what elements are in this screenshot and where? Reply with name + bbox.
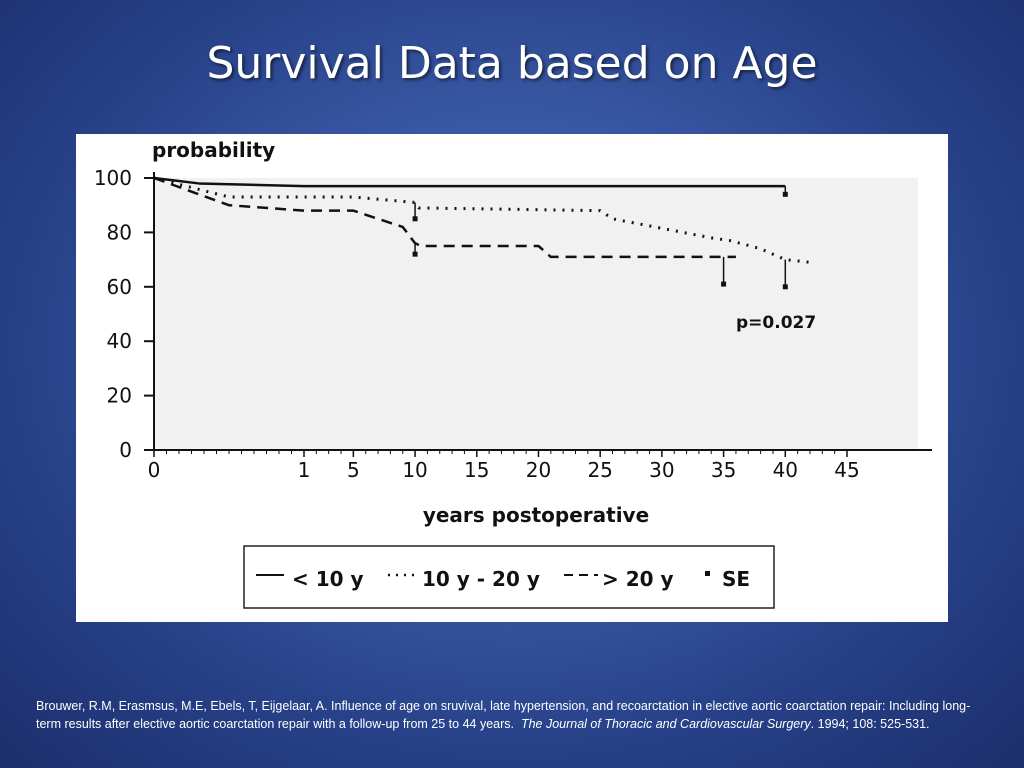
x-axis-label: years postoperative bbox=[423, 503, 649, 527]
x-tick-label: 10 bbox=[402, 458, 427, 482]
citation-journal: The Journal of Thoracic and Cardiovascul… bbox=[520, 717, 811, 731]
plot-area bbox=[154, 178, 918, 450]
x-tick-label: 30 bbox=[649, 458, 674, 482]
x-tick-label: 0 bbox=[148, 458, 161, 482]
se-markers bbox=[412, 186, 788, 290]
citation-text: Brouwer, R.M, Erasmsus, M.E, Ebels, T, E… bbox=[36, 699, 971, 731]
legend-item-se: SE bbox=[705, 567, 750, 591]
legend-item-gt20: > 20 y bbox=[564, 567, 674, 591]
y-tick-label: 40 bbox=[107, 329, 132, 353]
survival-chart: probability years postoperative p=0.027 … bbox=[94, 138, 932, 609]
y-tick-label: 0 bbox=[119, 438, 132, 462]
y-tick-label: 100 bbox=[94, 166, 132, 190]
legend-label-se: SE bbox=[722, 567, 750, 591]
x-tick-label: 40 bbox=[773, 458, 798, 482]
series-line-1 bbox=[153, 176, 811, 264]
x-tick-label: 5 bbox=[347, 458, 360, 482]
legend-box bbox=[243, 545, 775, 609]
se-marker bbox=[782, 284, 788, 290]
x-tick-label: 20 bbox=[526, 458, 551, 482]
legend-item-10-20: 10 y - 20 y bbox=[388, 567, 540, 591]
x-tick-label: 1 bbox=[298, 458, 311, 482]
se-marker bbox=[721, 281, 727, 287]
se-marker bbox=[412, 251, 418, 257]
y-tick-label: 20 bbox=[107, 384, 132, 408]
legend-label-lt10: < 10 y bbox=[292, 567, 364, 591]
slide-title: Survival Data based on Age bbox=[206, 38, 818, 89]
se-marker bbox=[782, 191, 788, 197]
survival-chart-figure: probability years postoperative p=0.027 … bbox=[76, 134, 948, 622]
x-tick-label: 25 bbox=[587, 458, 612, 482]
y-tick-label: 80 bbox=[107, 220, 132, 244]
se-marker bbox=[412, 216, 418, 222]
y-tick-label: 60 bbox=[107, 275, 132, 299]
legend-swatch-marker bbox=[705, 571, 710, 576]
x-tick-label: 45 bbox=[834, 458, 859, 482]
x-ticks: 0 1 5 10 15 20 25 30 35 40 45 bbox=[148, 450, 860, 482]
legend-item-lt10: < 10 y bbox=[256, 567, 364, 591]
x-tick-label: 15 bbox=[464, 458, 489, 482]
citation-details: . 1994; 108: 525-531. bbox=[810, 717, 930, 731]
y-axis-label: probability bbox=[152, 138, 275, 162]
legend-label-10-20: 10 y - 20 y bbox=[422, 567, 540, 591]
legend-label-gt20: > 20 y bbox=[602, 567, 674, 591]
p-value-annotation: p=0.027 bbox=[736, 313, 816, 333]
citation: Brouwer, R.M, Erasmsus, M.E, Ebels, T, E… bbox=[36, 697, 986, 733]
series-line-0 bbox=[153, 176, 786, 188]
x-tick-label: 35 bbox=[711, 458, 736, 482]
y-ticks: 0 20 40 60 80 100 bbox=[94, 166, 154, 462]
